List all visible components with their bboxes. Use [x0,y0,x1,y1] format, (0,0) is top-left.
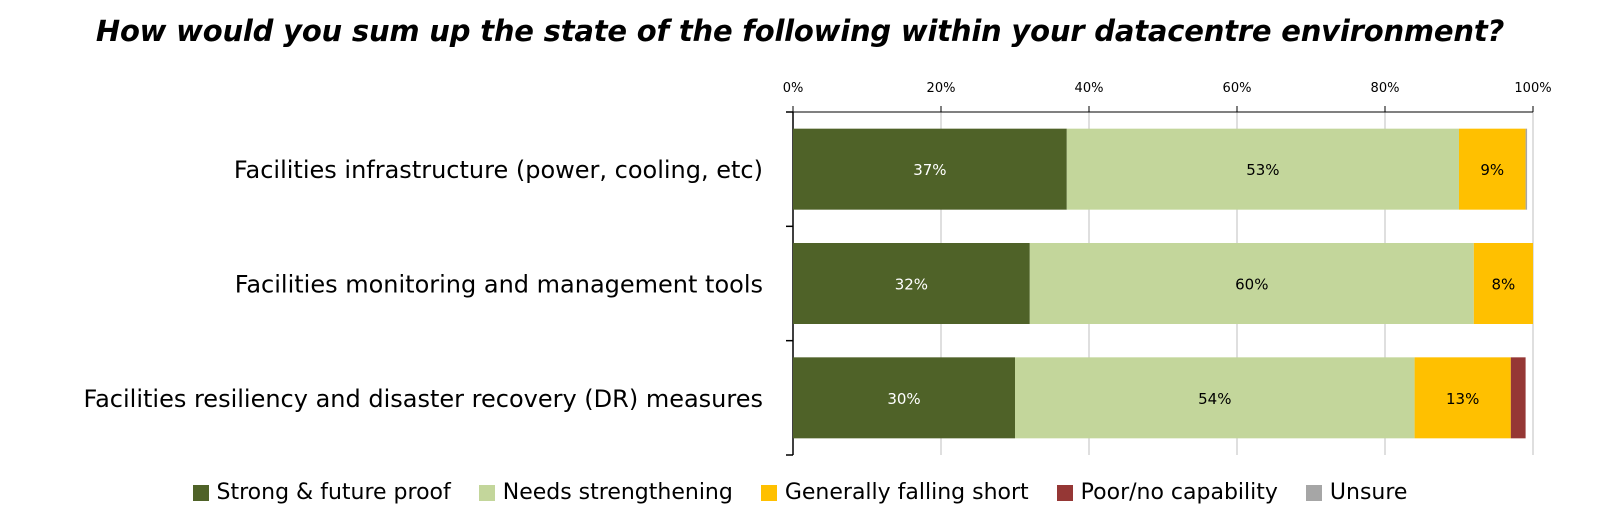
data-label: 53% [1246,161,1279,179]
legend-label: Strong & future proof [216,480,451,505]
category-label: Facilities infrastructure (power, coolin… [234,156,763,184]
legend-label: Needs strengthening [502,480,733,505]
legend-item: Poor/no capability [1056,480,1278,505]
bar-segment [1510,357,1526,439]
legend-label: Generally falling short [784,480,1029,505]
data-label: 9% [1480,161,1504,179]
category-label: Facilities resiliency and disaster recov… [83,385,763,413]
legend-label: Unsure [1329,480,1408,505]
bar-segment [793,357,1015,439]
data-label: 54% [1198,390,1231,408]
bar-segment [1459,128,1526,210]
legend-swatch [1305,484,1322,501]
x-tick-label: 20% [927,81,956,96]
bar-segment [793,243,1030,324]
chart-title: How would you sum up the state of the fo… [95,14,1505,48]
data-label: 60% [1235,276,1268,294]
x-tick-label: 60% [1223,81,1252,96]
category-label: Facilities monitoring and management too… [235,271,763,299]
bar-segment [1414,357,1511,439]
legend-swatch [192,484,209,501]
x-tick-label: 0% [783,81,804,96]
bar-segment [1029,243,1474,324]
bar-segment [1473,243,1533,324]
data-label: 30% [887,390,920,408]
legend-label: Poor/no capability [1080,480,1278,505]
chart-plot: 0% 20% 40% 60% 80% 100% Facilities infrastruct… [83,81,1552,456]
data-label: 13% [1446,390,1479,408]
legend-item: Generally falling short [760,480,1029,505]
legend-swatch [1056,484,1073,501]
bar-segment [1015,357,1415,439]
legend-swatch [760,484,777,501]
legend-item: Unsure [1305,480,1408,505]
x-tick-label: 100% [1514,81,1551,96]
x-tick-label: 80% [1371,81,1400,96]
legend-swatch [478,484,495,501]
data-label: 37% [913,161,946,179]
data-label: 32% [895,276,928,294]
bar-segment [1066,128,1459,210]
data-label: 8% [1492,276,1516,294]
bar-segment [1525,128,1528,210]
legend-item: Strong & future proof [192,480,451,505]
bar-segment [793,128,1067,210]
x-tick-label: 40% [1075,81,1104,96]
legend-item: Needs strengthening [478,480,733,505]
legend: Strong & future proof Needs strengthening… [0,480,1600,505]
